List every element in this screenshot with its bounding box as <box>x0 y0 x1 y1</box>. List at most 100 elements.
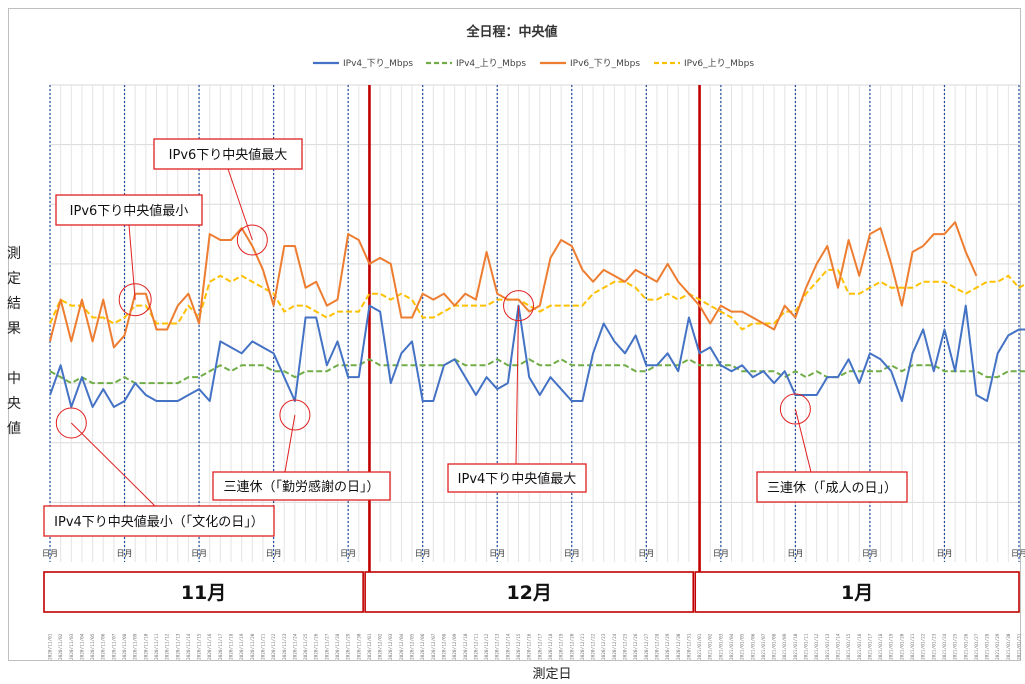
annotation-text: 三連休（「勤労感謝の日」） <box>223 479 379 495</box>
date-tick-label: 2020/12/23 <box>601 633 607 660</box>
annotation-text: IPv6下り中央値最小 <box>70 203 189 219</box>
date-tick-label: 2021/01/27 <box>974 633 980 660</box>
date-tick-label: 2020/11/27 <box>324 633 330 660</box>
sunday-label: 日月 <box>862 549 878 558</box>
legend-item: IPv6_上り_Mbps <box>654 58 754 69</box>
series-line <box>49 358 1025 385</box>
legend-label: IPv4_上り_Mbps <box>456 58 526 69</box>
date-tick-label: 2020/11/03 <box>69 633 75 660</box>
date-tick-label: 2020/11/19 <box>239 633 245 660</box>
date-tick-label: 2020/12/21 <box>580 633 586 660</box>
date-tick-label: 2020/12/30 <box>676 633 682 660</box>
date-tick-label: 2020/11/07 <box>111 633 117 660</box>
series-line <box>49 221 978 349</box>
date-tick-label: 2020/12/02 <box>378 633 384 660</box>
date-tick-label: 2021/01/21 <box>910 633 916 660</box>
date-tick-label: 2020/12/28 <box>654 633 660 660</box>
annotation-circle <box>779 393 811 425</box>
annotation-text: IPv6下り中央値最大 <box>169 147 288 163</box>
y-label-char: 央 <box>7 396 21 412</box>
annotation-box <box>153 138 303 170</box>
annotation-box <box>55 194 203 226</box>
date-tick-label: 2021/01/02 <box>708 633 714 660</box>
date-tick-label: 2020/12/09 <box>452 633 458 660</box>
annotation-leader <box>128 224 136 300</box>
date-tick-label: 2020/11/14 <box>186 633 192 660</box>
sunday-label: 日月 <box>489 549 505 558</box>
date-tick-label: 2020/12/12 <box>484 633 490 660</box>
annotation-circle <box>118 283 152 317</box>
date-tick-label: 2020/11/21 <box>260 633 266 660</box>
date-tick-label: 2021/01/19 <box>889 633 895 660</box>
date-tick-label: 2021/01/26 <box>963 633 969 660</box>
sunday-label: 日月 <box>42 549 58 558</box>
date-tick-label: 2021/01/06 <box>750 633 756 660</box>
annotation-text: IPv4下り中央値最小（「文化の日」） <box>54 514 264 530</box>
annotation-box <box>212 471 391 501</box>
date-tick-label: 2021/01/08 <box>772 633 778 660</box>
date-tick-label: 2020/12/10 <box>463 633 469 660</box>
date-tick-label: 2021/01/29 <box>995 633 1001 660</box>
annotation: 三連休（「勤労感謝の日」） <box>212 399 391 501</box>
date-tick-label: 2020/12/31 <box>686 633 692 660</box>
date-tick-label: 2020/12/14 <box>505 633 511 660</box>
month-divider-lines <box>368 85 701 612</box>
date-tick-label: 2021/01/23 <box>931 633 937 660</box>
date-tick-label: 2020/12/08 <box>441 633 447 660</box>
y-label-char: 結 <box>7 296 21 312</box>
annotation-box <box>756 471 908 503</box>
date-tick-label: 2020/12/19 <box>559 633 565 660</box>
date-tick-label: 2021/01/04 <box>729 633 735 660</box>
series-line <box>49 304 1025 408</box>
date-tick-label: 2021/01/14 <box>835 633 841 660</box>
sunday-label: 日月 <box>713 549 729 558</box>
month-cell <box>364 571 695 613</box>
date-tick-label: 2020/12/20 <box>569 633 575 660</box>
annotation-circle <box>55 407 87 439</box>
legend-label: IPv6_下り_Mbps <box>570 58 640 69</box>
annotation-box <box>447 463 587 493</box>
legend-label: IPv6_上り_Mbps <box>684 58 754 69</box>
sunday-label: 日月 <box>340 549 356 558</box>
annotation: IPv6下り中央値最大 <box>153 138 303 256</box>
date-tick-label: 2020/11/16 <box>207 633 213 660</box>
date-tick-label: 2021/01/24 <box>942 633 948 660</box>
annotation-leader <box>227 168 253 241</box>
date-tick-label: 2020/12/13 <box>495 633 501 660</box>
date-tick-label: 2020/12/24 <box>612 633 618 660</box>
date-tick-label: 2020/12/15 <box>516 633 522 660</box>
annotation: IPv4下り中央値最小（「文化の日」） <box>43 407 275 537</box>
date-tick-label: 2020/11/22 <box>271 633 277 660</box>
date-tick-label: 2020/12/01 <box>367 633 373 660</box>
annotation-leader <box>515 305 520 465</box>
date-tick-label: 2021/01/07 <box>761 633 767 660</box>
date-tick-label: 2021/01/12 <box>814 633 820 660</box>
month-label: 11月 <box>181 582 226 604</box>
date-tick-label: 2020/11/17 <box>218 633 224 660</box>
date-tick-label: 2020/11/26 <box>314 633 320 660</box>
x-axis: 日月 日月 日月 日月 日月 日月 日月 日月 日月 日月 日月 日月 日月 日月 <box>42 549 1025 558</box>
legend-item: IPv4_下り_Mbps <box>313 58 413 69</box>
annotation-leader <box>284 414 296 473</box>
x-axis-label: 測定日 <box>532 667 571 682</box>
date-tick-label: 2020/12/27 <box>644 633 650 660</box>
date-tick-label: 2020/11/15 <box>197 633 203 660</box>
date-tick-label: 2021/01/01 <box>697 633 703 660</box>
date-tick-label: 2021/01/11 <box>804 633 810 660</box>
annotation: IPv6下り中央値最小 <box>55 194 203 317</box>
date-tick-label: 2021/01/10 <box>793 633 799 660</box>
date-tick-label: 2020/12/22 <box>591 633 597 660</box>
date-tick-label: 2020/11/08 <box>122 633 128 660</box>
date-tick-label: 2020/11/24 <box>292 633 298 660</box>
annotation-circle <box>236 224 268 256</box>
legend-label: IPv4_下り_Mbps <box>343 58 413 69</box>
date-tick-label: 2020/12/06 <box>420 633 426 660</box>
date-tick-label: 2020/11/23 <box>282 633 288 660</box>
y-label-char: 果 <box>7 321 21 337</box>
month-label: 12月 <box>506 582 551 604</box>
date-tick-label: 2021/01/28 <box>985 633 991 660</box>
chart-legend: IPv4_下り_Mbps IPv4_上り_Mbps IPv6_下り_Mbps IPv6… <box>313 58 754 69</box>
date-tick-labels: 2020/11/01 2020/11/02 2020/11/03 2020/11/04… <box>48 633 1023 660</box>
date-tick-label: 2021/01/30 <box>1006 633 1012 660</box>
